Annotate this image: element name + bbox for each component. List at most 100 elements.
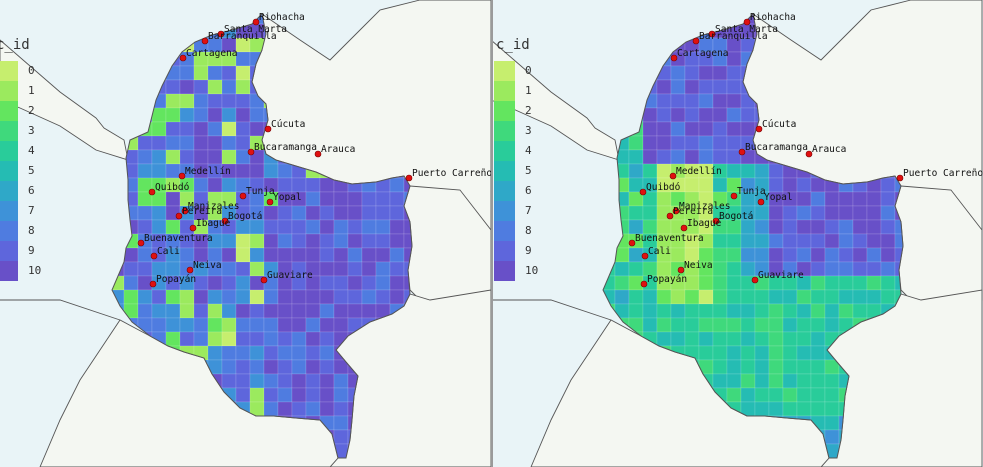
grid-cell[interactable] (305, 233, 321, 249)
grid-cell[interactable] (305, 10, 321, 25)
grid-cell[interactable] (642, 317, 658, 333)
city-marker[interactable] (896, 174, 904, 182)
grid-cell[interactable] (319, 177, 335, 193)
grid-cell[interactable] (880, 275, 896, 291)
grid-cell[interactable] (375, 191, 391, 207)
grid-cell[interactable] (375, 205, 391, 221)
grid-cell[interactable] (165, 163, 181, 179)
grid-cell[interactable] (852, 303, 868, 319)
grid-cell[interactable] (207, 303, 223, 319)
grid-cell[interactable] (305, 373, 321, 389)
grid-cell[interactable] (319, 37, 335, 53)
grid-cell[interactable] (193, 23, 209, 39)
grid-cell[interactable] (263, 163, 279, 179)
grid-cell[interactable] (249, 163, 265, 179)
grid-cell[interactable] (305, 289, 321, 305)
grid-cell[interactable] (754, 401, 770, 417)
grid-cell[interactable] (347, 233, 363, 249)
grid-cell[interactable] (782, 205, 798, 221)
grid-cell[interactable] (740, 107, 756, 123)
grid-cell[interactable] (684, 10, 700, 25)
city-marker[interactable] (175, 212, 183, 220)
grid-cell[interactable] (235, 289, 251, 305)
grid-cell[interactable] (207, 289, 223, 305)
grid-cell[interactable] (110, 191, 125, 207)
grid-cell[interactable] (319, 23, 335, 39)
grid-cell[interactable] (880, 261, 896, 277)
grid-cell[interactable] (207, 317, 223, 333)
grid-cell[interactable] (726, 303, 742, 319)
city-marker[interactable] (137, 239, 145, 247)
city-marker[interactable] (738, 148, 746, 156)
grid-cell[interactable] (684, 93, 700, 109)
grid-cell[interactable] (277, 331, 293, 347)
grid-cell[interactable] (151, 317, 167, 333)
grid-cell[interactable] (838, 205, 854, 221)
grid-cell[interactable] (601, 205, 616, 221)
grid-cell[interactable] (866, 289, 882, 305)
grid-cell[interactable] (207, 135, 223, 151)
grid-cell[interactable] (810, 219, 826, 235)
grid-cell[interactable] (333, 233, 349, 249)
grid-cell[interactable] (137, 219, 153, 235)
grid-cell[interactable] (333, 373, 349, 389)
grid-cell[interactable] (249, 247, 265, 263)
grid-cell[interactable] (110, 163, 125, 179)
grid-cell[interactable] (628, 247, 644, 263)
city-marker[interactable] (201, 37, 209, 45)
grid-cell[interactable] (179, 135, 195, 151)
grid-cell[interactable] (193, 107, 209, 123)
grid-cell[interactable] (726, 359, 742, 375)
grid-cell[interactable] (151, 135, 167, 151)
grid-cell[interactable] (165, 317, 181, 333)
grid-cell[interactable] (221, 65, 237, 81)
grid-cell[interactable] (824, 317, 840, 333)
city-marker[interactable] (680, 224, 688, 232)
grid-cell[interactable] (333, 317, 349, 333)
grid-cell[interactable] (263, 289, 279, 305)
grid-cell[interactable] (838, 261, 854, 277)
grid-cell[interactable] (656, 135, 672, 151)
grid-cell[interactable] (726, 135, 742, 151)
grid-cell[interactable] (110, 79, 125, 95)
grid-cell[interactable] (333, 10, 349, 25)
grid-cell[interactable] (221, 289, 237, 305)
grid-cell[interactable] (249, 233, 265, 249)
grid-cell[interactable] (880, 205, 896, 221)
grid-cell[interactable] (123, 37, 139, 53)
grid-cell[interactable] (165, 107, 181, 123)
grid-cell[interactable] (319, 261, 335, 277)
grid-cell[interactable] (796, 23, 812, 39)
grid-cell[interactable] (628, 261, 644, 277)
grid-cell[interactable] (810, 10, 826, 25)
grid-cell[interactable] (810, 191, 826, 207)
grid-cell[interactable] (277, 345, 293, 361)
grid-cell[interactable] (123, 93, 139, 109)
grid-cell[interactable] (347, 205, 363, 221)
grid-cell[interactable] (319, 247, 335, 263)
grid-cell[interactable] (375, 275, 391, 291)
grid-cell[interactable] (810, 37, 826, 53)
grid-cell[interactable] (852, 219, 868, 235)
grid-cell[interactable] (319, 233, 335, 249)
grid-cell[interactable] (123, 10, 139, 25)
grid-cell[interactable] (193, 65, 209, 81)
grid-cell[interactable] (179, 331, 195, 347)
grid-cell[interactable] (712, 345, 728, 361)
grid-cell[interactable] (193, 10, 209, 25)
grid-cell[interactable] (165, 331, 181, 347)
grid-cell[interactable] (684, 107, 700, 123)
grid-cell[interactable] (838, 289, 854, 305)
grid-cell[interactable] (712, 317, 728, 333)
grid-cell[interactable] (123, 275, 139, 291)
grid-cell[interactable] (319, 373, 335, 389)
grid-cell[interactable] (137, 65, 153, 81)
grid-cell[interactable] (866, 219, 882, 235)
city-marker[interactable] (640, 280, 648, 288)
grid-cell[interactable] (249, 107, 265, 123)
grid-cell[interactable] (277, 177, 293, 193)
grid-cell[interactable] (263, 303, 279, 319)
grid-cell[interactable] (333, 275, 349, 291)
grid-cell[interactable] (221, 373, 237, 389)
